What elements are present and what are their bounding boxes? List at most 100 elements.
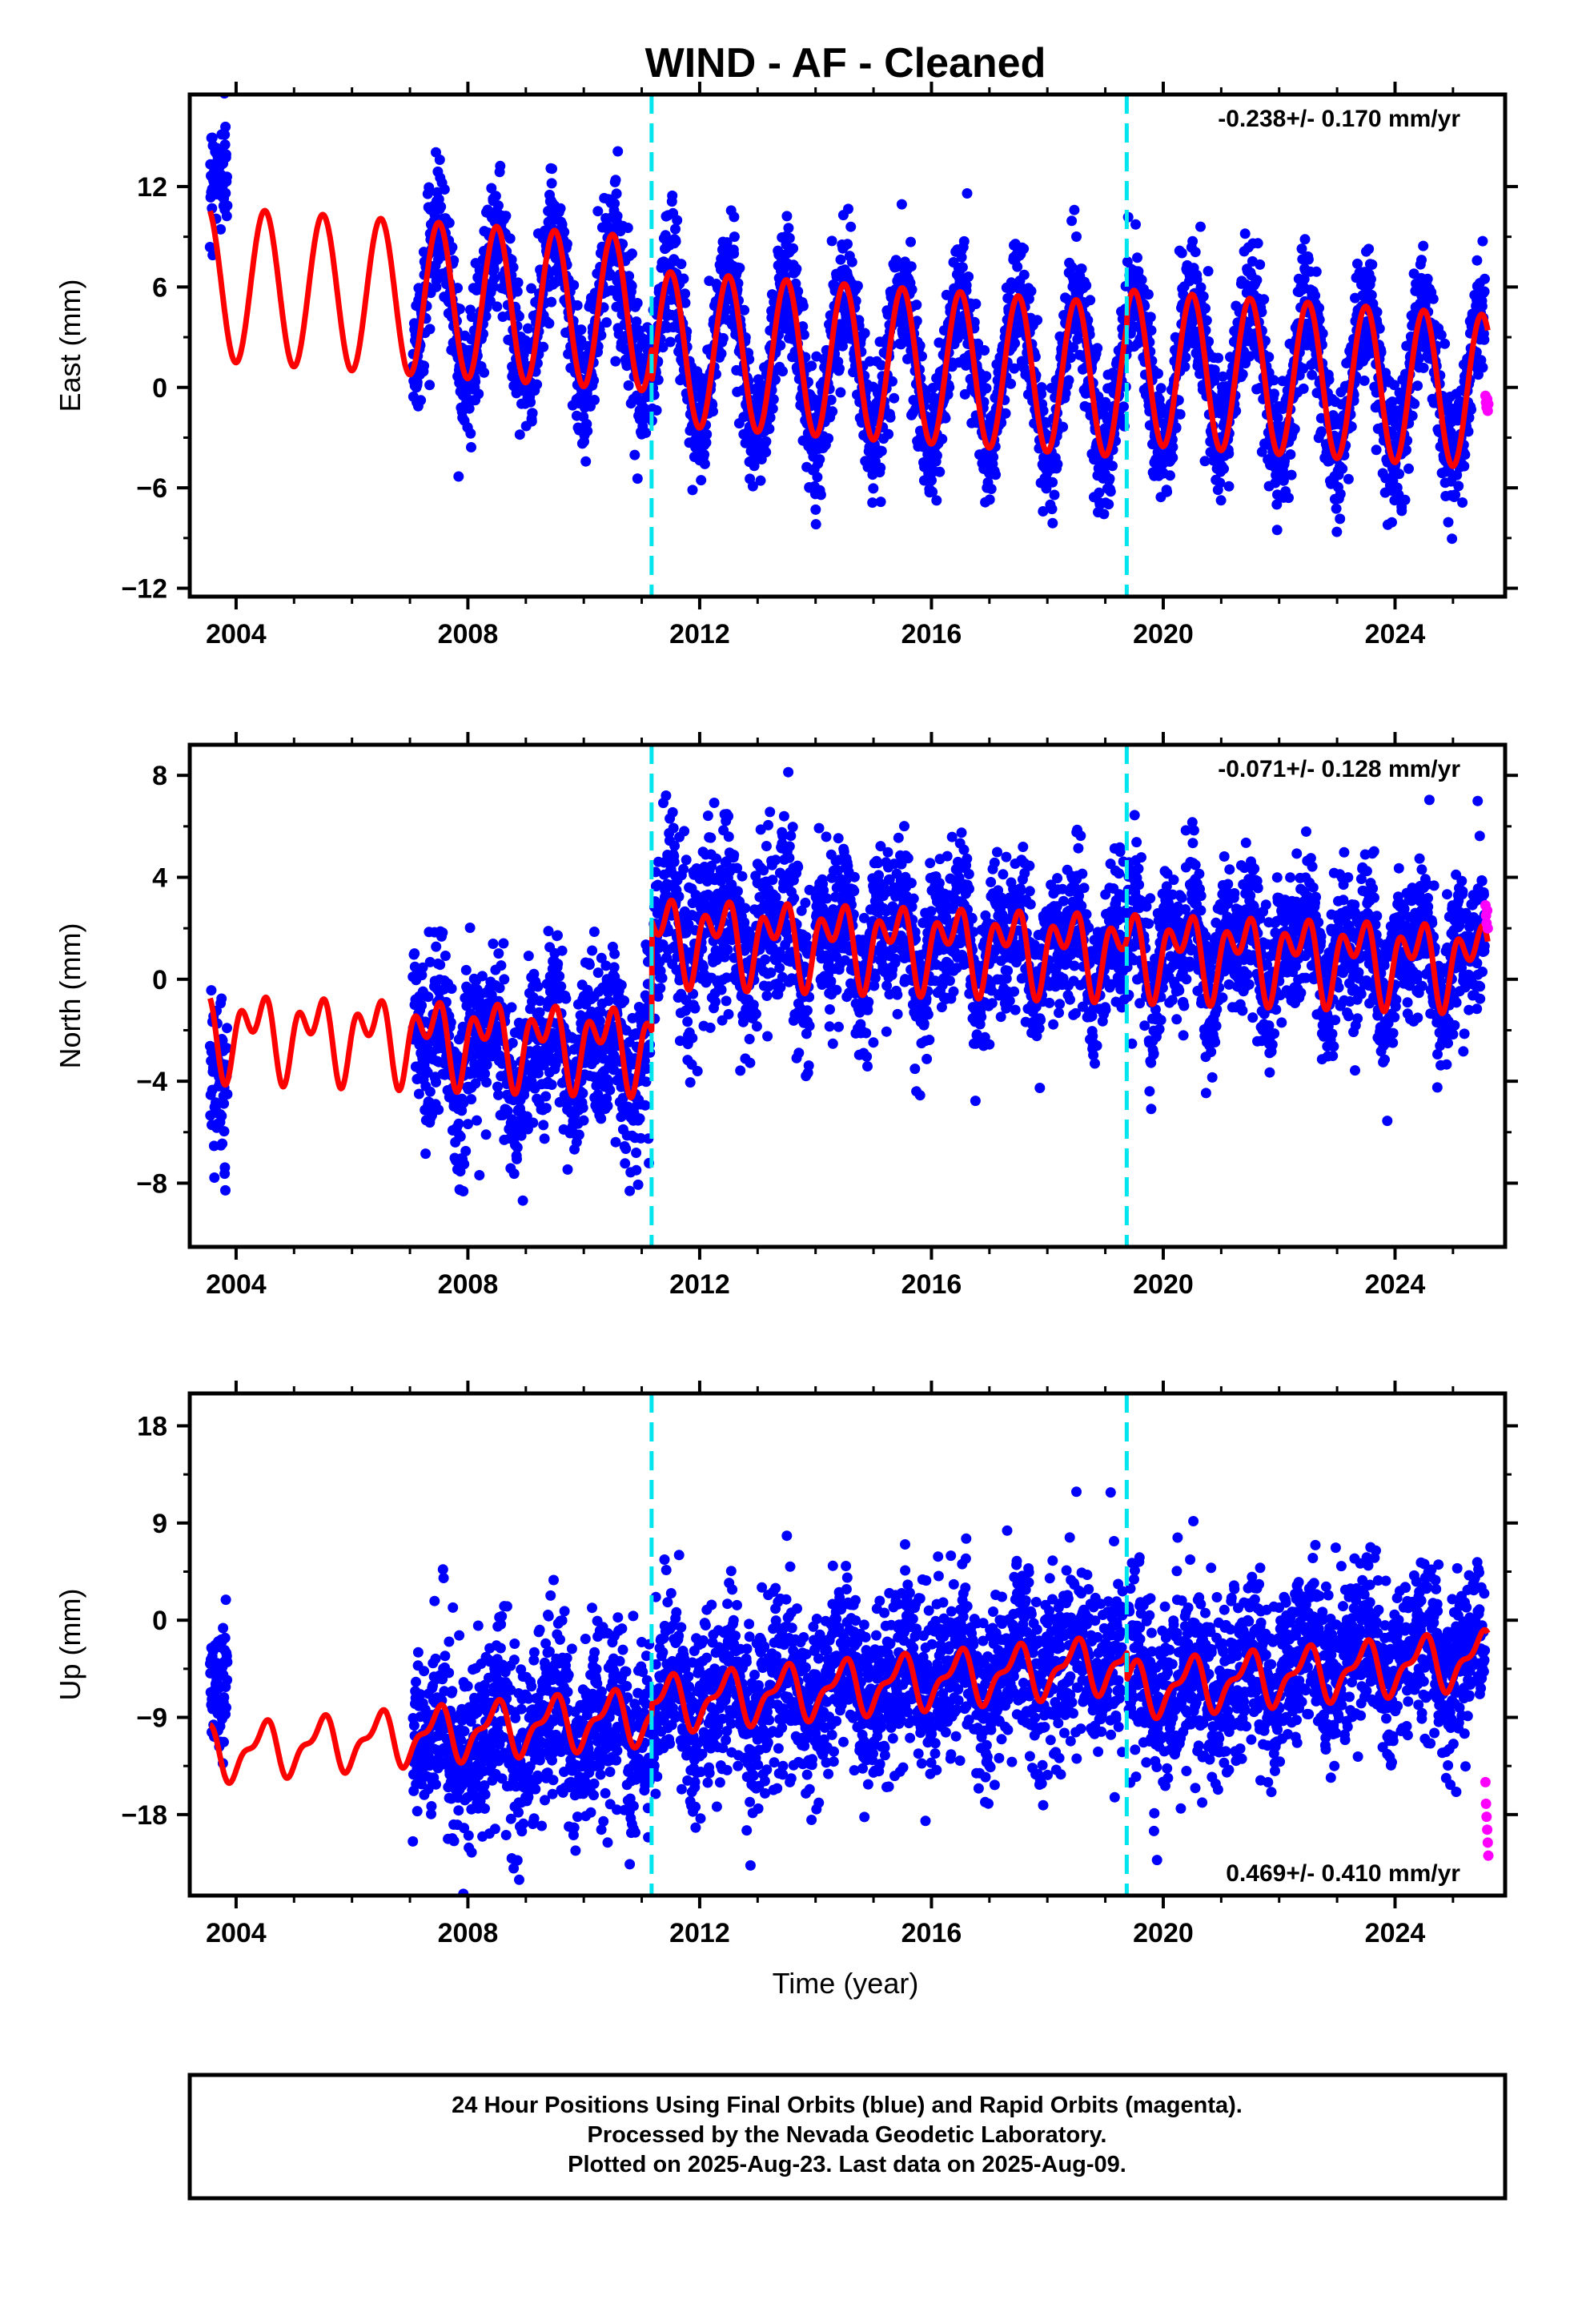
final-point bbox=[1010, 338, 1021, 349]
final-point bbox=[1259, 294, 1270, 305]
final-point bbox=[222, 1023, 232, 1034]
final-point bbox=[623, 380, 634, 391]
final-point bbox=[699, 449, 710, 460]
final-point bbox=[481, 1059, 492, 1070]
final-point bbox=[215, 223, 227, 235]
final-point bbox=[979, 345, 990, 356]
final-point bbox=[439, 184, 450, 195]
final-point bbox=[488, 263, 500, 275]
final-point bbox=[652, 374, 664, 385]
final-point bbox=[455, 1131, 466, 1142]
final-point bbox=[1285, 449, 1296, 460]
final-point bbox=[937, 433, 948, 444]
final-point bbox=[984, 494, 995, 505]
final-point bbox=[220, 149, 231, 160]
final-point bbox=[1195, 221, 1206, 232]
final-point bbox=[769, 374, 781, 385]
final-point bbox=[1179, 361, 1191, 372]
final-point bbox=[701, 428, 713, 440]
final-point bbox=[1115, 412, 1126, 424]
final-point bbox=[506, 1002, 517, 1013]
final-point bbox=[220, 121, 231, 132]
final-point bbox=[612, 146, 624, 157]
final-point bbox=[1217, 371, 1228, 382]
final-point bbox=[988, 452, 999, 463]
final-point bbox=[578, 1115, 589, 1126]
final-point bbox=[222, 200, 233, 211]
final-point bbox=[815, 489, 826, 501]
final-point bbox=[981, 371, 992, 382]
final-point bbox=[754, 398, 765, 409]
final-point bbox=[624, 271, 635, 282]
final-point bbox=[1307, 369, 1318, 380]
final-point bbox=[1401, 444, 1411, 456]
final-point bbox=[588, 375, 600, 386]
final-point bbox=[221, 211, 232, 222]
final-point bbox=[680, 288, 691, 300]
final-point bbox=[1237, 368, 1248, 380]
final-point bbox=[512, 286, 523, 297]
final-point bbox=[592, 967, 604, 979]
x-tick-label: 2004 bbox=[206, 619, 267, 649]
final-point bbox=[1118, 401, 1129, 412]
final-point bbox=[424, 380, 436, 391]
final-point bbox=[793, 286, 804, 297]
final-point bbox=[473, 388, 484, 400]
final-point bbox=[1066, 262, 1078, 273]
final-point bbox=[868, 483, 879, 494]
final-point bbox=[1165, 470, 1175, 481]
final-point bbox=[956, 251, 967, 263]
final-point bbox=[416, 1000, 428, 1011]
final-point bbox=[1104, 473, 1115, 485]
final-point bbox=[1174, 408, 1186, 420]
final-point bbox=[889, 392, 900, 404]
final-point bbox=[1000, 408, 1011, 419]
final-point bbox=[219, 1126, 230, 1137]
final-point bbox=[784, 232, 795, 243]
final-point bbox=[622, 223, 633, 233]
final-point bbox=[1298, 383, 1309, 394]
final-point bbox=[512, 1153, 522, 1164]
final-point bbox=[765, 412, 776, 423]
final-point bbox=[927, 486, 938, 497]
final-point bbox=[721, 304, 732, 315]
final-point bbox=[587, 945, 598, 956]
final-point bbox=[764, 424, 775, 434]
final-point bbox=[1399, 494, 1411, 505]
final-point bbox=[431, 1076, 441, 1088]
final-point bbox=[1435, 329, 1447, 340]
final-point bbox=[609, 198, 620, 209]
final-point bbox=[219, 139, 231, 151]
final-point bbox=[835, 387, 846, 398]
final-point bbox=[1167, 452, 1178, 463]
final-point bbox=[517, 1195, 528, 1206]
final-point bbox=[424, 1086, 436, 1097]
final-point bbox=[1098, 509, 1110, 520]
final-point bbox=[1200, 303, 1211, 314]
final-point bbox=[1394, 468, 1405, 480]
final-point bbox=[1268, 375, 1279, 386]
final-point bbox=[940, 412, 951, 424]
final-point bbox=[1387, 396, 1398, 408]
final-point bbox=[444, 217, 455, 228]
rapid-point bbox=[1483, 399, 1494, 410]
final-point bbox=[596, 330, 607, 341]
final-point bbox=[552, 959, 564, 970]
final-point bbox=[961, 279, 972, 291]
final-point bbox=[1366, 290, 1377, 300]
final-point bbox=[1167, 441, 1178, 452]
final-point bbox=[781, 211, 793, 222]
final-point bbox=[917, 351, 927, 362]
final-point bbox=[1271, 525, 1283, 536]
final-point bbox=[480, 1129, 492, 1140]
final-point bbox=[419, 360, 430, 372]
final-point bbox=[667, 190, 678, 201]
final-point bbox=[1036, 382, 1047, 393]
final-point bbox=[1052, 459, 1063, 470]
final-point bbox=[584, 959, 595, 971]
final-orbit-points bbox=[204, 766, 1490, 1247]
final-point bbox=[1387, 517, 1397, 528]
final-point bbox=[957, 262, 968, 273]
final-point bbox=[1296, 243, 1307, 255]
final-point bbox=[470, 376, 481, 387]
